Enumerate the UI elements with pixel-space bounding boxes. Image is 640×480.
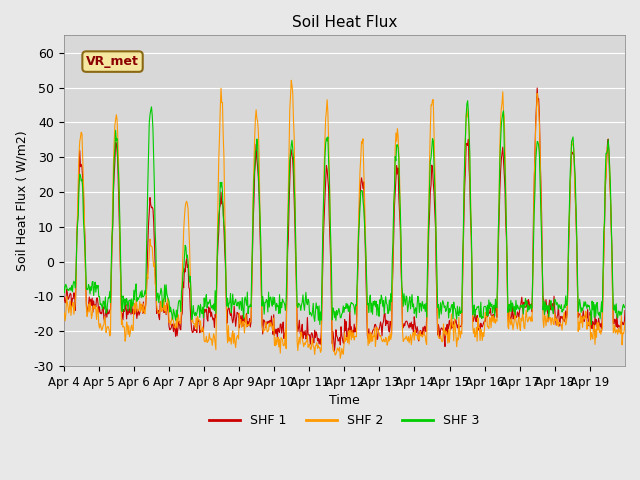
Legend: SHF 1, SHF 2, SHF 3: SHF 1, SHF 2, SHF 3: [204, 409, 484, 432]
Text: VR_met: VR_met: [86, 55, 139, 68]
X-axis label: Time: Time: [329, 394, 360, 407]
Title: Soil Heat Flux: Soil Heat Flux: [292, 15, 397, 30]
Y-axis label: Soil Heat Flux ( W/m2): Soil Heat Flux ( W/m2): [15, 131, 28, 271]
